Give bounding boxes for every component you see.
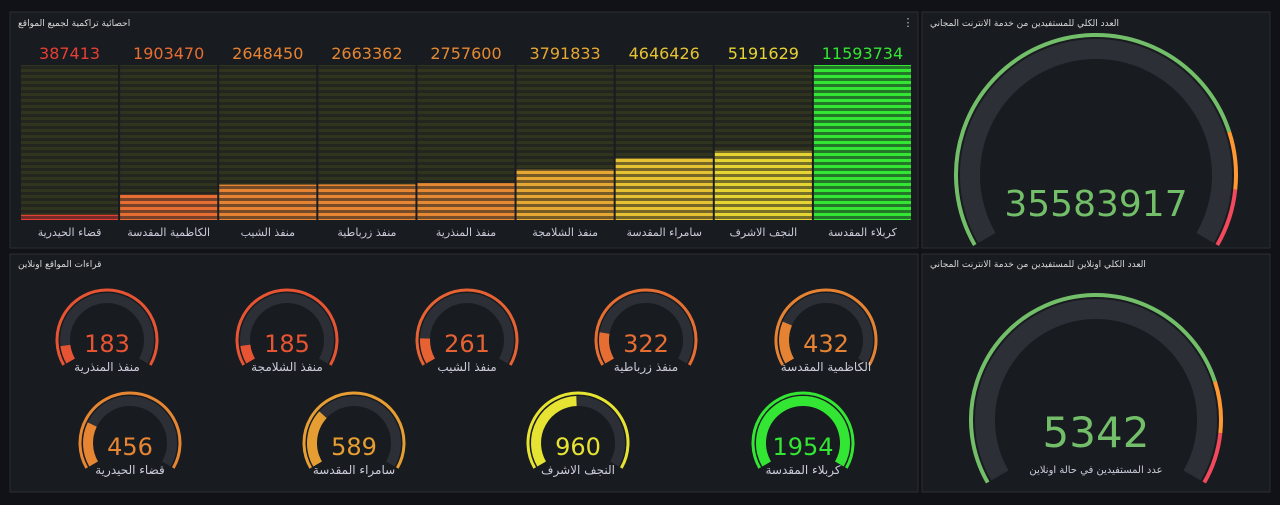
gauge-threshold bbox=[968, 292, 1217, 484]
gauge-value-text: 322 bbox=[623, 330, 669, 358]
gauge-label: النجف الاشرف bbox=[541, 463, 615, 478]
gauge-value bbox=[420, 338, 436, 364]
gauge-threshold bbox=[1202, 432, 1223, 484]
stripes bbox=[20, 65, 912, 220]
panel-menu[interactable]: ⋮ bbox=[903, 16, 914, 29]
value-label: 387413 bbox=[39, 44, 100, 63]
gauge-value-text: 35583917 bbox=[1004, 184, 1187, 225]
panel-title: العدد الكلي اونلاين للمستفيدين من خدمة ا… bbox=[930, 260, 1146, 270]
gauge-track bbox=[240, 293, 334, 364]
gauge-value-text: 185 bbox=[264, 330, 310, 358]
value-label: 2757600 bbox=[430, 44, 501, 63]
gauge-label: منفذ الشلامجة bbox=[251, 360, 323, 374]
gauge-threshold bbox=[1215, 189, 1238, 246]
gauge-threshold bbox=[235, 288, 339, 366]
gauge-value-text: 1954 bbox=[772, 433, 833, 461]
gauge-threshold bbox=[55, 288, 159, 366]
gauge-label: سامراء المقدسة bbox=[313, 463, 395, 478]
gauge-label: منفذ زرباطية bbox=[614, 360, 678, 375]
category-label: منفذ المنذرية bbox=[436, 226, 496, 239]
gauge-value bbox=[83, 422, 99, 467]
gauge-threshold bbox=[415, 288, 519, 366]
value-label: 2648450 bbox=[232, 44, 303, 63]
gauge-value bbox=[975, 299, 1217, 481]
gauge-threshold bbox=[78, 391, 182, 469]
gauge-label: قضاء الحيدرية bbox=[95, 463, 164, 478]
gauge-value bbox=[240, 344, 256, 364]
gauge-label: كربلاء المقدسة bbox=[765, 463, 840, 478]
category-label: النجف الاشرف bbox=[729, 226, 797, 239]
value-label: 3791833 bbox=[529, 44, 600, 63]
gauge-value bbox=[307, 411, 327, 467]
gauge-value-text: 432 bbox=[803, 330, 849, 358]
gauge-value bbox=[756, 396, 850, 467]
gauge-threshold bbox=[594, 288, 698, 366]
gauge-value-text: 183 bbox=[84, 330, 130, 358]
gauge-threshold bbox=[954, 33, 1232, 246]
gauge-threshold bbox=[526, 391, 630, 469]
gauge-threshold bbox=[302, 391, 406, 469]
category-label: الكاظمية المقدسة bbox=[127, 226, 210, 239]
gauge-value bbox=[60, 344, 76, 364]
gauge-label: منفذ الشيب bbox=[437, 360, 496, 374]
gauge-value-text: 960 bbox=[555, 433, 601, 461]
category-label: كربلاء المقدسة bbox=[828, 226, 898, 239]
category-label: منفذ الشيب bbox=[241, 226, 295, 239]
gauge-value-text: 589 bbox=[331, 433, 377, 461]
gauge-value-text: 456 bbox=[107, 433, 153, 461]
value-label: 2663362 bbox=[331, 44, 402, 63]
category-label: سامراء المقدسة bbox=[626, 226, 701, 239]
panel-title: احصائية تراكمية لجميع المواقع bbox=[18, 19, 130, 29]
gauge-track bbox=[420, 293, 514, 364]
gauge-threshold bbox=[1212, 380, 1223, 434]
gauge-value bbox=[531, 396, 577, 467]
gauge-track bbox=[60, 293, 154, 364]
gauge-label: عدد المستفيدين في حالة اونلاين bbox=[1029, 465, 1162, 476]
gauge-value bbox=[599, 332, 615, 364]
gauge-value-text: 261 bbox=[444, 330, 490, 358]
value-label: 11593734 bbox=[822, 44, 903, 63]
panel-title: قراءات المواقع اونلاين bbox=[18, 260, 101, 270]
gauge-threshold bbox=[751, 391, 855, 469]
value-label: 4646426 bbox=[629, 44, 700, 63]
gauge-threshold bbox=[1227, 131, 1238, 190]
gauge-label: الكاظمية المقدسة bbox=[781, 360, 871, 374]
gauge-value bbox=[779, 321, 795, 364]
gauge-label: منفذ المنذرية bbox=[74, 360, 140, 375]
panel-title: العدد الكلي للمستفيدين من خدمة الانترنت … bbox=[930, 19, 1119, 29]
gauge-threshold bbox=[774, 288, 878, 366]
category-label: منفذ الشلامجة bbox=[532, 226, 598, 239]
value-label: 5191629 bbox=[728, 44, 799, 63]
category-label: منفذ زرباطية bbox=[337, 226, 396, 239]
gauge-value-text: 5342 bbox=[1043, 408, 1150, 457]
value-label: 1903470 bbox=[133, 44, 204, 63]
gauge-value bbox=[960, 39, 1232, 243]
category-label: قضاء الحيدرية bbox=[38, 226, 102, 239]
